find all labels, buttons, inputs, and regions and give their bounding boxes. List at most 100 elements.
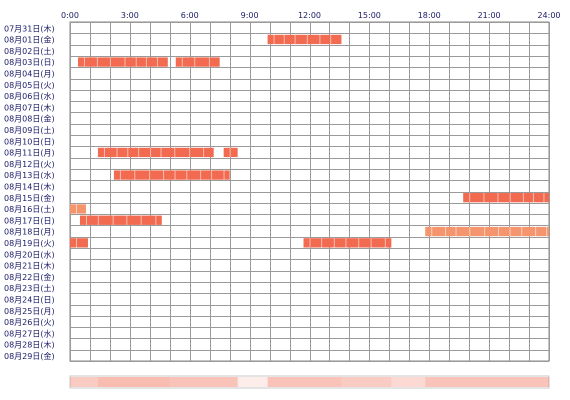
activity-gap (76, 204, 77, 214)
x-tick-label: 12:00 (298, 11, 321, 20)
activity-gap (431, 226, 433, 237)
day-label: 08月12日(火) (4, 160, 55, 169)
x-tick-label: 0:00 (61, 11, 79, 20)
day-label: 08月13日(水) (4, 170, 55, 180)
x-tick-label: 21:00 (478, 11, 501, 20)
activity-gap (546, 226, 548, 237)
day-label: 08月21日(木) (4, 261, 55, 271)
activity-gap (83, 57, 85, 67)
activity-bar (79, 215, 162, 225)
activity-gap (469, 193, 471, 203)
day-label: 08月03日(日) (4, 58, 55, 67)
summary-strip (69, 375, 550, 389)
activity-gap (306, 34, 308, 45)
day-label: 08月23日(土) (4, 283, 55, 293)
x-axis-ticks: 0:00 3:00 6:00 9:00 12:00 15:00 18:00 21:00 24:0… (61, 11, 561, 20)
summary-segment (341, 377, 392, 387)
x-tick-label: 15:00 (358, 11, 381, 20)
day-label: 08月25日(月) (4, 307, 55, 316)
activity-gap (509, 193, 511, 203)
day-label: 08月26日(火) (4, 318, 55, 327)
activity-gap (150, 147, 152, 158)
activity-gap (321, 238, 323, 248)
summary-segment (237, 377, 268, 387)
activity-gap (229, 147, 231, 158)
x-tick-label: 18:00 (418, 11, 441, 20)
activity-bar (463, 193, 549, 203)
activity-gap (358, 238, 360, 248)
day-label: 08月17日(日) (4, 216, 55, 225)
activity-gap (109, 57, 111, 67)
activity-gap (203, 147, 205, 158)
activity-gap (498, 226, 500, 237)
x-tick-label: 24:00 (537, 11, 560, 20)
activity-gap (160, 147, 162, 158)
day-label: 08月22日(金) (4, 272, 55, 282)
activity-gap (76, 238, 77, 248)
activity-gap (124, 57, 126, 67)
activity-gap (370, 238, 372, 248)
activity-gap (484, 226, 486, 237)
day-label: 08月24日(日) (4, 296, 55, 305)
activity-gap (127, 147, 129, 158)
activity-gap (103, 147, 105, 158)
activity-bar (175, 57, 220, 67)
day-label: 08月11日(月) (4, 149, 55, 158)
activity-gap (138, 147, 140, 158)
day-label: 08月01日(金) (4, 35, 55, 45)
activity-gap (119, 170, 121, 180)
activity-gap (497, 193, 499, 203)
activity-gap (85, 215, 87, 225)
activity-gap (200, 170, 202, 180)
activity-bar (77, 57, 168, 67)
activity-gap (126, 215, 128, 225)
day-label: 08月06日(水) (4, 91, 55, 101)
day-label: 08月18日(月) (4, 228, 55, 237)
activity-bar (70, 204, 86, 214)
summary-segment (391, 377, 426, 387)
activity-gap (333, 238, 335, 248)
activity-bar (303, 238, 392, 248)
activity-gap (181, 57, 183, 67)
grid (69, 21, 550, 362)
activity-gap (135, 57, 137, 67)
summary-segment (267, 377, 342, 387)
summary-segment (97, 377, 170, 387)
activity-gap (521, 226, 523, 237)
activity-bars (70, 34, 549, 248)
activity-gap (96, 57, 98, 67)
activity-gap (211, 170, 213, 180)
activity-gap (469, 226, 471, 237)
day-label: 08月09日(土) (4, 125, 55, 135)
activity-gap (283, 34, 285, 45)
activity-gap (532, 193, 534, 203)
activity-gap (522, 193, 524, 203)
day-label: 08月20日(水) (4, 249, 55, 259)
activity-bar (97, 147, 214, 158)
activity-gap (535, 226, 537, 237)
activity-bar (267, 34, 342, 45)
activity-gap (97, 215, 99, 225)
plot-area (69, 21, 550, 362)
activity-gap (134, 170, 136, 180)
day-labels: 07月31日(木) 08月01日(金)08月02日(土) 08月03日(日) 08月0… (4, 23, 55, 361)
x-tick-label: 3:00 (121, 11, 139, 20)
activity-bar (70, 238, 88, 248)
day-label: 08月05日(火) (4, 81, 55, 90)
activity-gap (455, 226, 457, 237)
activity-gap (140, 215, 142, 225)
day-label: 07月31日(木) (4, 23, 55, 33)
activity-bar (425, 226, 549, 237)
day-label: 08月07日(木) (4, 102, 55, 112)
activity-gap (345, 238, 347, 248)
summary-segment (425, 377, 549, 387)
activity-gap (174, 170, 176, 180)
activity-gap (112, 215, 114, 225)
activity-gap (309, 238, 311, 248)
activity-gap (509, 226, 511, 237)
x-tick-label: 9:00 (241, 11, 259, 20)
x-tick-label: 6:00 (181, 11, 199, 20)
activity-gap (319, 34, 321, 45)
activity-gap (145, 57, 147, 67)
